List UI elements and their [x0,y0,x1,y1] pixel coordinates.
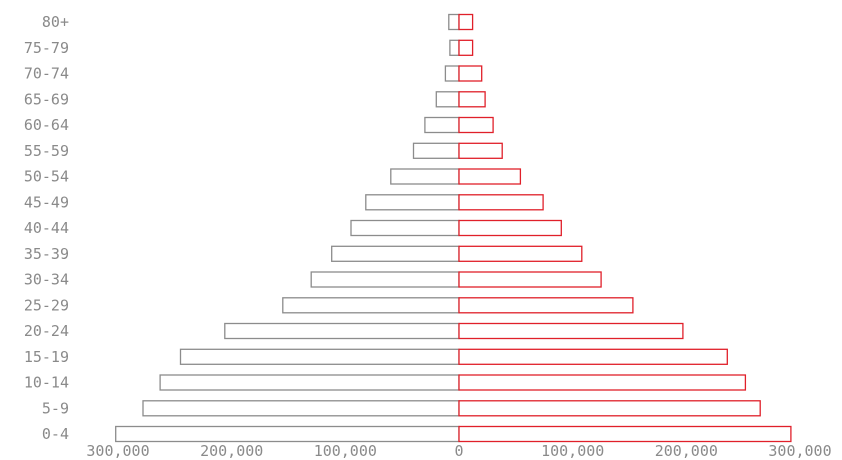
x-tick-label: 100,000 [314,442,377,460]
bar-left-25-29 [282,297,460,314]
category-label-35-39: 35-39 [24,245,69,263]
bar-left-75-79 [449,39,460,56]
bar-left-70-74 [444,65,460,82]
bar-right-75-79 [458,39,474,56]
bar-right-60-64 [458,116,494,134]
category-label-15-19: 15-19 [24,348,69,366]
bar-right-5-9 [458,400,761,417]
bar-right-15-19 [458,348,728,365]
bar-left-35-39 [331,245,460,262]
bar-left-50-54 [390,168,460,185]
bar-right-25-29 [458,297,634,314]
bar-left-65-69 [435,91,460,108]
bar-left-80plus [448,13,460,31]
bar-right-80plus [458,13,474,31]
category-label-80plus: 80+ [42,13,69,31]
bar-right-65-69 [458,91,486,108]
category-label-10-14: 10-14 [24,374,69,392]
x-tick-label: 300,000 [86,442,149,460]
category-label-55-59: 55-59 [24,142,69,160]
bar-right-30-34 [458,271,602,288]
bar-right-70-74 [458,65,483,82]
bar-left-20-24 [224,322,460,340]
bar-left-15-19 [179,348,460,365]
bar-left-10-14 [159,374,460,391]
category-label-30-34: 30-34 [24,271,69,289]
bar-right-0-4 [458,425,792,443]
x-tick-label: 0 [454,442,463,460]
category-label-60-64: 60-64 [24,116,69,134]
bar-left-5-9 [142,400,460,417]
bar-left-30-34 [310,271,460,288]
bar-right-45-49 [458,194,544,211]
category-label-20-24: 20-24 [24,322,69,340]
category-label-50-54: 50-54 [24,168,69,186]
left-series-bars [115,13,460,443]
category-label-45-49: 45-49 [24,193,69,211]
bar-right-40-44 [458,219,562,237]
x-tick-label: 200,000 [200,442,263,460]
category-label-70-74: 70-74 [24,65,69,83]
bar-left-45-49 [365,194,460,211]
bar-right-50-54 [458,168,522,185]
bar-right-55-59 [458,142,503,159]
category-label-5-9: 5-9 [42,399,69,417]
bar-right-35-39 [458,245,583,262]
x-tick-label: 300,000 [768,442,831,460]
x-tick-label: 200,000 [655,442,718,460]
bar-right-10-14 [458,374,747,391]
bar-right-20-24 [458,322,684,340]
category-label-25-29: 25-29 [24,296,69,314]
x-tick-label: 100,000 [541,442,604,460]
bar-left-55-59 [412,142,460,159]
category-label-75-79: 75-79 [24,39,69,57]
bar-left-40-44 [350,219,460,237]
bar-left-0-4 [115,425,460,443]
category-labels: 0-4 5-9 10-14 15-19 20-24 25-29 30-34 35-39 40-4… [24,13,69,443]
x-axis-tick-labels: 300,000 200,000 100,000 0 100,000 200,000 300,… [86,442,831,460]
category-label-0-4: 0-4 [42,425,69,443]
bar-left-60-64 [424,116,460,134]
category-label-40-44: 40-44 [24,219,69,237]
category-label-65-69: 65-69 [24,90,69,108]
right-series-bars [458,13,792,443]
